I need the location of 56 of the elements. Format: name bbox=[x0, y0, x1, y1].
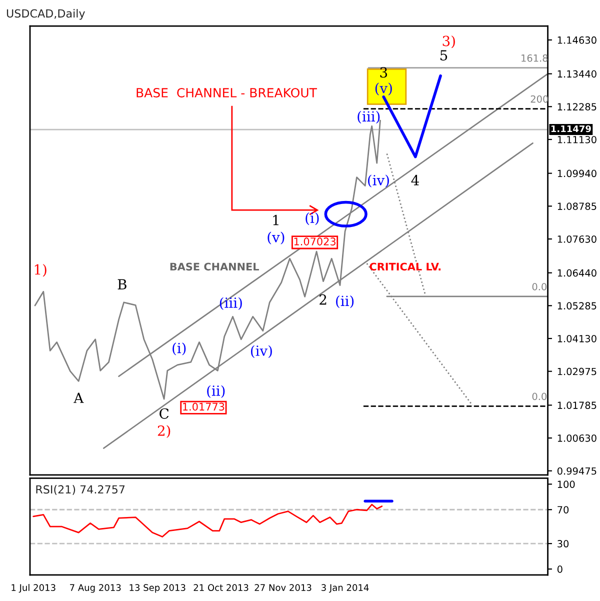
ref-line-label: 1.11479 bbox=[551, 125, 591, 132]
x-tick-label: 13 Sep 2013 bbox=[130, 584, 186, 593]
y-tick-label: 1.04130 bbox=[558, 334, 596, 342]
line-series bbox=[32, 504, 383, 538]
y-tick-label: 1.12285 bbox=[558, 103, 596, 110]
annotation: C bbox=[160, 408, 169, 419]
annotation: 2) bbox=[158, 425, 170, 438]
annotation: 4 bbox=[411, 174, 419, 186]
x-tick-label: 3 Jan 2014 bbox=[322, 584, 369, 593]
y-tick-label: 0 bbox=[557, 566, 562, 573]
y-tick-label: 1.07630 bbox=[558, 235, 596, 243]
annotation: 1) bbox=[34, 264, 46, 277]
x-tick-label: 7 Aug 2013 bbox=[70, 584, 121, 593]
chart-title: USDCAD,Daily bbox=[6, 9, 85, 20]
y-tick-label: 1.00630 bbox=[558, 434, 596, 442]
annotation: CRITICAL LV. bbox=[370, 262, 441, 271]
x-tick-label: 1 Jul 2013 bbox=[12, 584, 56, 593]
annotation: (iii) bbox=[220, 297, 242, 310]
annotation: 3 bbox=[380, 67, 388, 78]
y-tick-label: 1.11130 bbox=[558, 136, 596, 144]
x-tick-label: 27 Nov 2013 bbox=[254, 584, 312, 591]
text: RSI(21) 74.2757 bbox=[36, 485, 125, 495]
annotation: 1 bbox=[273, 214, 278, 226]
y-tick-label: 1.09940 bbox=[558, 170, 596, 178]
y-tick-label: 100 bbox=[558, 480, 575, 488]
y-tick-label: 1.06440 bbox=[558, 269, 596, 277]
annotation: 1.07023 bbox=[294, 238, 336, 246]
annotation: BASE CHANNEL - BREAKOUT bbox=[136, 88, 318, 98]
annotation: 0.0 bbox=[532, 392, 547, 400]
y-tick-label: 1.08785 bbox=[558, 202, 596, 210]
y-tick-label: 1.02975 bbox=[558, 368, 596, 376]
annotation: 3) bbox=[442, 35, 455, 48]
annotation: B bbox=[118, 279, 126, 290]
annotation: 1.01773 bbox=[183, 402, 224, 411]
annotation: BASE CHANNEL bbox=[170, 262, 259, 271]
annotation: 5 bbox=[440, 50, 448, 61]
annotation: (iv) bbox=[368, 174, 389, 188]
y-tick-label: 1.13440 bbox=[558, 70, 596, 78]
annotation: 0.0 bbox=[532, 283, 547, 290]
annotation: (i) bbox=[172, 342, 186, 356]
y-tick-label: 0.99475 bbox=[557, 467, 596, 475]
annotation: (i) bbox=[306, 212, 319, 226]
annotation: A bbox=[74, 392, 84, 403]
annotation: 2 bbox=[320, 294, 326, 305]
y-tick-label: 30 bbox=[558, 540, 569, 548]
y-tick-label: 1.14630 bbox=[558, 36, 596, 44]
y-tick-label: 1.01785 bbox=[558, 402, 596, 409]
annotation: (v) bbox=[375, 82, 392, 96]
y-tick-label: 1.05285 bbox=[558, 302, 596, 310]
annotation: (ii) bbox=[207, 385, 225, 398]
x-tick-label: 21 Oct 2013 bbox=[194, 584, 248, 591]
annotation: (iii) bbox=[358, 110, 380, 124]
annotation: (ii) bbox=[336, 295, 354, 308]
annotation: (v) bbox=[268, 232, 284, 244]
annotation: (iv) bbox=[250, 345, 272, 358]
y-tick-label: 70 bbox=[558, 506, 569, 514]
